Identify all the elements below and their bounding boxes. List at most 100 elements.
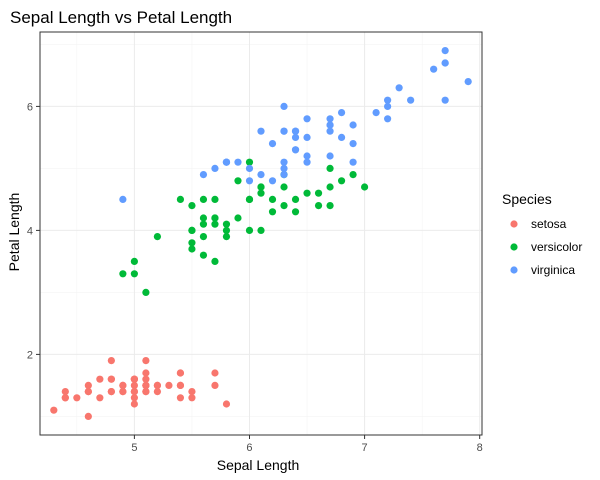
legend-label-versicolor: versicolor — [531, 240, 582, 254]
point-virginica — [441, 47, 449, 55]
point-setosa — [142, 388, 150, 396]
point-setosa — [142, 357, 150, 365]
point-versicolor — [257, 189, 265, 197]
point-virginica — [303, 158, 311, 166]
point-versicolor — [257, 226, 265, 234]
point-versicolor — [360, 183, 369, 191]
point-virginica — [349, 140, 357, 148]
point-versicolor — [153, 233, 162, 241]
point-virginica — [119, 195, 127, 203]
point-setosa — [61, 388, 69, 396]
point-setosa — [142, 375, 150, 383]
point-versicolor — [291, 208, 300, 216]
point-virginica — [326, 121, 334, 129]
point-versicolor — [176, 195, 185, 203]
point-setosa — [73, 394, 81, 402]
point-virginica — [280, 127, 288, 135]
point-virginica — [326, 127, 334, 135]
y-axis-title: Petal Length — [6, 193, 22, 272]
point-versicolor — [349, 171, 357, 179]
point-virginica — [430, 65, 438, 73]
point-versicolor — [188, 239, 196, 247]
legend-key-versicolor — [510, 243, 518, 251]
point-setosa — [107, 388, 115, 396]
point-virginica — [303, 133, 311, 141]
point-setosa — [153, 388, 162, 396]
point-virginica — [245, 177, 254, 185]
legend-items: setosa versicolor virginica — [510, 217, 582, 277]
point-virginica — [280, 164, 288, 172]
point-virginica — [291, 127, 300, 135]
point-versicolor — [199, 233, 208, 241]
point-virginica — [464, 78, 472, 86]
point-setosa — [188, 388, 196, 396]
point-versicolor — [222, 233, 231, 241]
legend-title: Species — [502, 191, 552, 207]
point-setosa — [84, 388, 92, 396]
point-virginica — [257, 171, 265, 179]
point-virginica — [384, 96, 392, 104]
point-virginica — [303, 115, 311, 123]
point-setosa — [222, 400, 231, 408]
point-versicolor — [280, 202, 288, 210]
point-setosa — [119, 388, 127, 396]
point-setosa — [96, 394, 104, 402]
point-virginica — [326, 152, 334, 160]
point-versicolor — [142, 288, 150, 296]
point-versicolor — [234, 177, 242, 185]
point-virginica — [257, 127, 265, 135]
point-setosa — [107, 375, 115, 383]
point-virginica — [199, 171, 208, 179]
point-setosa — [211, 369, 219, 377]
point-versicolor — [257, 183, 265, 191]
point-setosa — [130, 388, 138, 396]
point-setosa — [130, 400, 138, 408]
data-points — [50, 47, 472, 420]
point-setosa — [188, 394, 196, 402]
point-versicolor — [211, 220, 219, 228]
point-virginica — [407, 96, 415, 104]
point-versicolor — [326, 202, 334, 210]
point-versicolor — [222, 220, 231, 228]
axis-ticks: 5 6 7 8 2 4 6 — [27, 101, 483, 454]
point-versicolor — [337, 177, 346, 185]
point-versicolor — [303, 189, 311, 197]
point-versicolor — [130, 270, 138, 278]
point-virginica — [234, 158, 242, 166]
point-virginica — [291, 146, 300, 154]
point-setosa — [130, 375, 138, 383]
point-virginica — [303, 152, 311, 160]
point-virginica — [349, 121, 357, 129]
point-versicolor — [245, 195, 254, 203]
point-virginica — [268, 177, 277, 185]
point-versicolor — [245, 226, 254, 234]
point-setosa — [176, 369, 185, 377]
x-tick-label: 6 — [246, 442, 252, 454]
point-virginica — [337, 109, 346, 117]
legend-key-setosa — [510, 220, 518, 228]
point-setosa — [153, 381, 162, 389]
point-versicolor — [130, 257, 138, 265]
point-versicolor — [199, 220, 208, 228]
plot-panel — [39, 31, 483, 436]
point-virginica — [268, 140, 277, 148]
x-tick-label: 7 — [362, 442, 368, 454]
point-virginica — [245, 164, 254, 172]
point-versicolor — [211, 214, 219, 222]
point-virginica — [211, 164, 219, 172]
point-versicolor — [199, 195, 208, 203]
point-virginica — [395, 84, 403, 92]
point-versicolor — [280, 183, 288, 191]
point-virginica — [280, 102, 288, 110]
x-tick-label: 5 — [131, 442, 137, 454]
y-tick-label: 4 — [27, 225, 33, 237]
point-setosa — [176, 394, 185, 402]
point-versicolor — [268, 208, 277, 216]
point-virginica — [280, 158, 288, 166]
point-versicolor — [199, 214, 208, 222]
point-versicolor — [234, 214, 242, 222]
point-virginica — [384, 102, 392, 110]
point-versicolor — [314, 202, 323, 210]
point-versicolor — [268, 195, 277, 203]
